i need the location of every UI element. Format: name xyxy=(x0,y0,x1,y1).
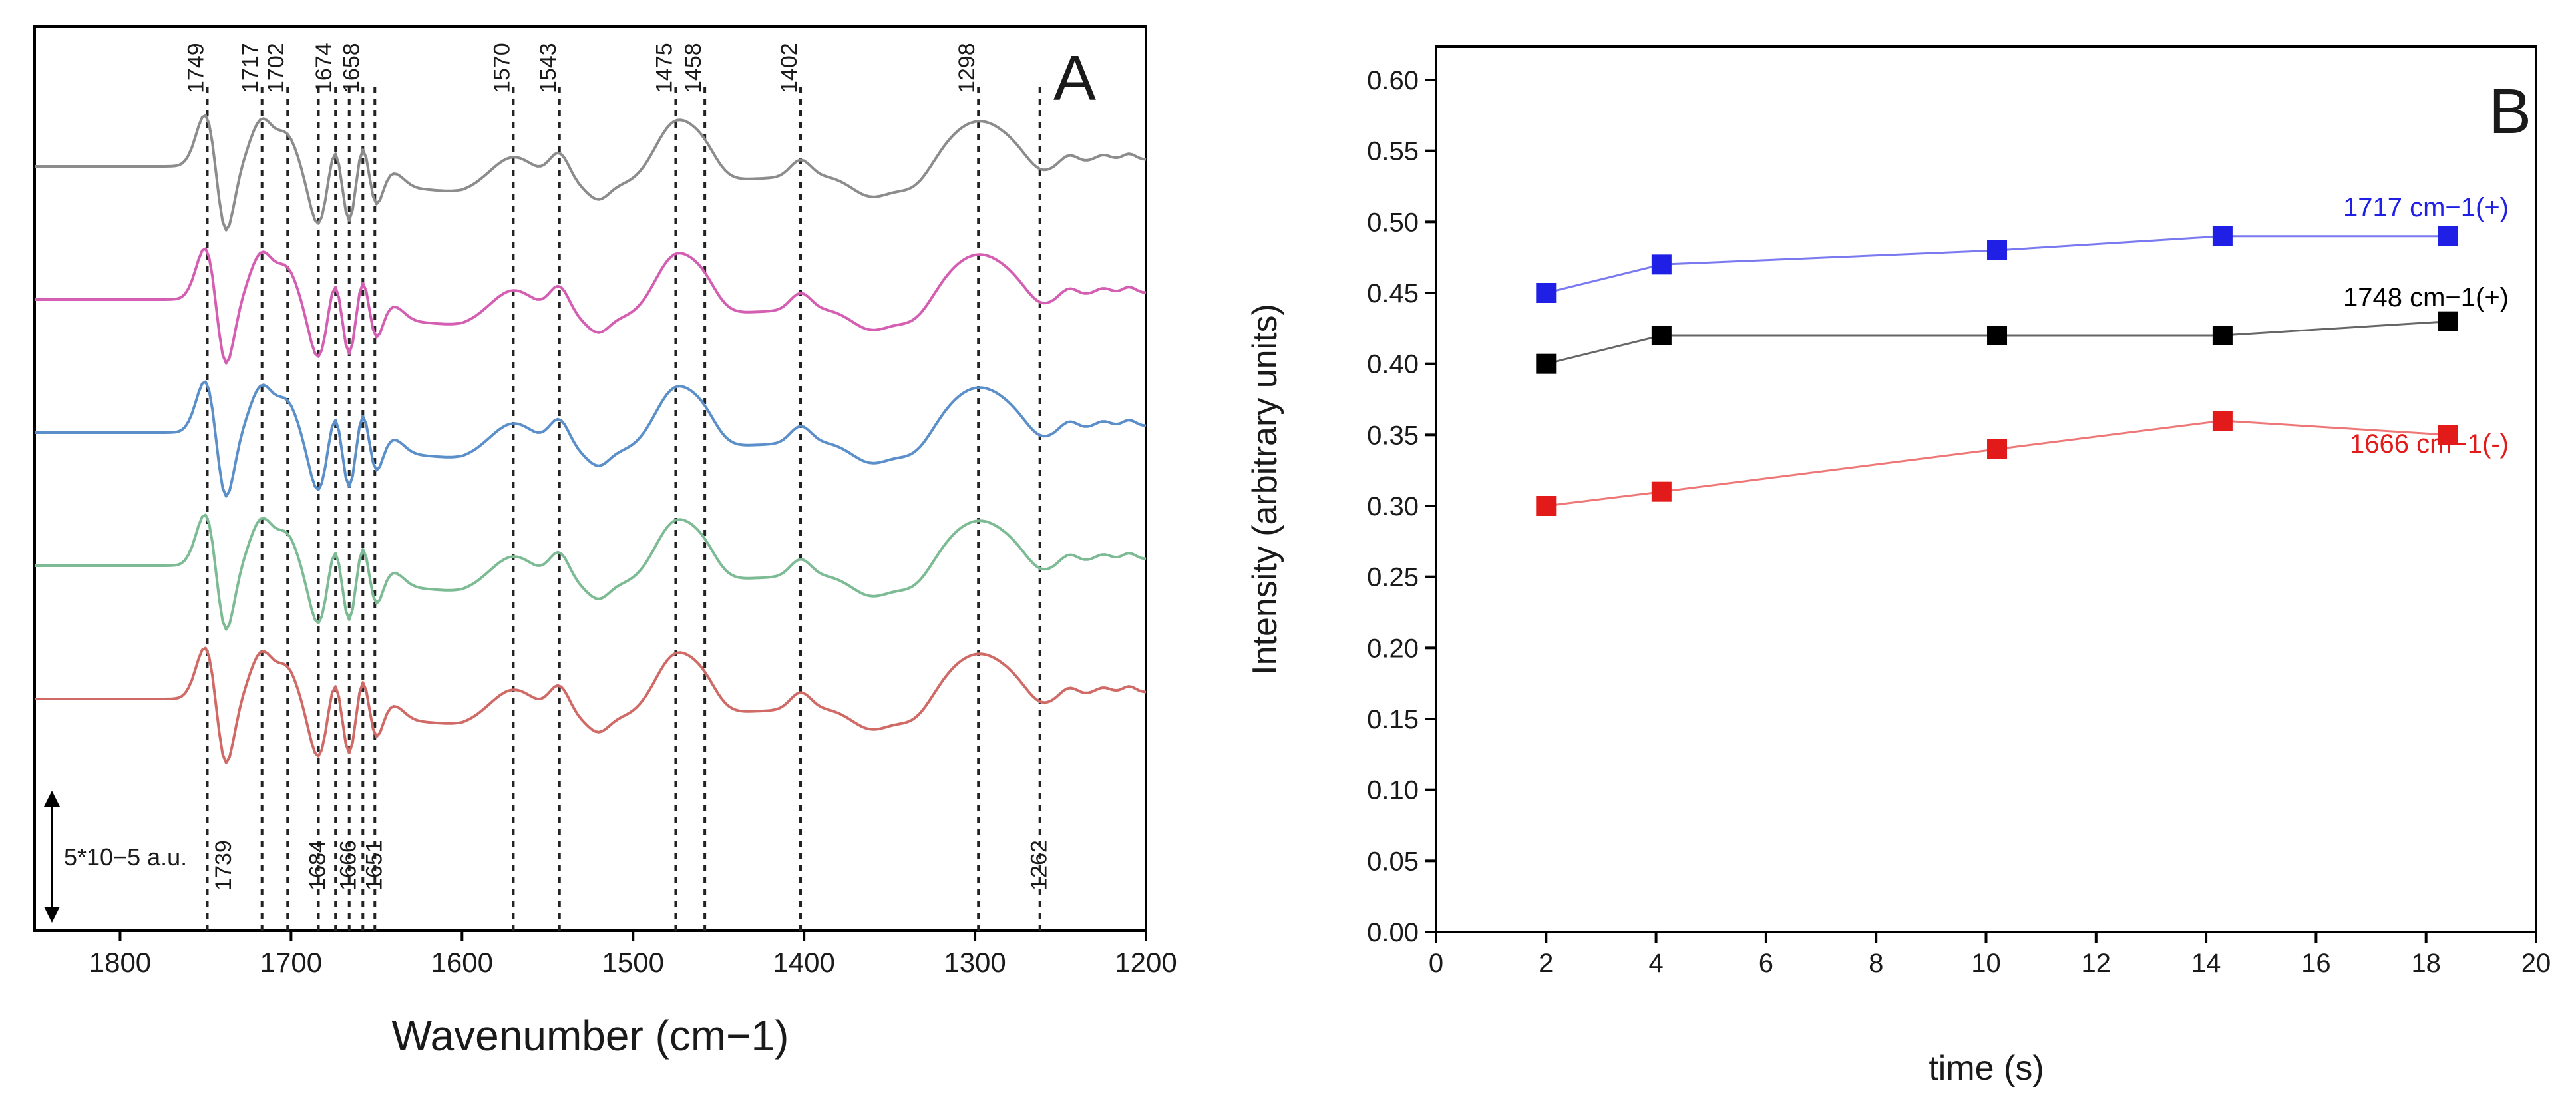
peak-label-bottom: 1739 xyxy=(211,840,236,891)
data-point xyxy=(1536,283,1557,303)
data-point xyxy=(2438,311,2458,331)
data-point xyxy=(1651,481,1672,502)
spectrum-trace-1 xyxy=(35,114,1147,232)
panel-a-spectra xyxy=(35,114,1147,764)
peak-label-top: 1543 xyxy=(536,43,561,93)
panel-b-y-tick-label: 0.60 xyxy=(1367,66,1419,95)
data-point xyxy=(1987,326,2008,345)
data-point xyxy=(1987,240,2008,260)
series-label: 1666 cm−1(-) xyxy=(2350,429,2509,459)
panel-b-y-tick-label: 0.55 xyxy=(1367,137,1419,166)
data-point xyxy=(2438,425,2458,445)
peak-label-top: 1674 xyxy=(311,43,337,93)
panel-b-y-tick-label: 0.10 xyxy=(1367,776,1419,805)
peak-label-bottom: 1666 xyxy=(336,840,361,891)
peak-label-top: 1658 xyxy=(339,43,364,93)
panel-a-x-tick-label: 1400 xyxy=(773,947,834,978)
data-point xyxy=(2212,411,2233,431)
series-label: 1748 cm−1(+) xyxy=(2343,283,2509,312)
spectrum-trace-2 xyxy=(35,247,1147,365)
panel-b-x-tick-label: 10 xyxy=(1971,949,2001,978)
peak-label-bottom: 1684 xyxy=(305,840,330,891)
panel-b-x-tick-label: 2 xyxy=(1539,949,1553,978)
peak-label-top: 1749 xyxy=(183,43,208,93)
data-point xyxy=(2438,226,2458,246)
panel-b-y-tick-label: 0.45 xyxy=(1367,279,1419,308)
panel-b-y-tick-label: 0.20 xyxy=(1367,634,1419,663)
panel-b-y-tick-label: 0.15 xyxy=(1367,705,1419,734)
panel-a-x-tick-label: 1700 xyxy=(260,947,322,978)
panel-a-x-axis-title: Wavenumber (cm−1) xyxy=(392,1012,789,1060)
series-line xyxy=(1546,419,2448,507)
panel-b-x-tick-label: 16 xyxy=(2301,949,2331,978)
panel-b-x-tick-label: 4 xyxy=(1648,949,1663,978)
peak-label-top: 1475 xyxy=(651,43,677,93)
panel-a-x-tick-label: 1500 xyxy=(602,947,664,978)
data-point xyxy=(1987,439,2008,459)
peak-label-top: 1702 xyxy=(264,43,289,93)
panel-a-x-tick-label: 1300 xyxy=(944,947,1006,978)
panel-a-label: A xyxy=(1053,43,1096,114)
panel-b-x-ticks: 0 2 4 6 8 10 12 14 16 18 20 xyxy=(1429,932,2551,978)
scale-bar-arrow-up-icon xyxy=(44,791,60,807)
panel-b-x-tick-label: 8 xyxy=(1869,949,1883,978)
panel-a-frame xyxy=(33,25,1147,932)
series-1: 1748 cm−1(+) xyxy=(1536,283,2509,374)
panel-a: 1749 1717 1702 1674 1658 1570 1543 1475 1458 1402… xyxy=(33,25,1177,1060)
panel-b-x-tick-label: 12 xyxy=(2082,949,2112,978)
panel-a-x-tick-label: 1200 xyxy=(1115,947,1177,978)
spectrum-trace-3 xyxy=(35,380,1147,498)
spectrum-trace-5 xyxy=(35,646,1147,764)
panel-b: 0.00 0.05 0.10 0.15 0.20 0.25 0.30 0.35 0.40 0.45… xyxy=(1246,45,2551,1088)
data-point xyxy=(2212,326,2233,345)
peak-label-top: 1717 xyxy=(238,43,264,93)
panel-b-x-axis-title: time (s) xyxy=(1929,1049,2044,1088)
series-0: 1717 cm−1(+) xyxy=(1536,193,2509,303)
data-point xyxy=(2212,226,2233,246)
data-point xyxy=(1536,353,1557,374)
panel-a-x-ticks: 1800 1700 1600 1500 1400 1300 1200 xyxy=(89,931,1177,978)
panel-b-x-tick-label: 18 xyxy=(2411,949,2441,978)
panel-b-x-tick-label: 20 xyxy=(2521,949,2551,978)
panel-b-y-tick-label: 0.35 xyxy=(1367,421,1419,450)
panel-b-y-tick-label: 0.25 xyxy=(1367,563,1419,592)
panel-a-peak-labels: 1749 1717 1702 1674 1658 1570 1543 1475 1458 1402… xyxy=(183,43,1051,890)
peak-label-top: 1570 xyxy=(489,43,514,93)
panel-b-y-ticks: 0.00 0.05 0.10 0.15 0.20 0.25 0.30 0.35 0.40 0.45… xyxy=(1367,66,1436,947)
peak-label-top: 1402 xyxy=(777,43,802,93)
panel-b-x-tick-label: 6 xyxy=(1759,949,1773,978)
panel-a-x-tick-label: 1800 xyxy=(89,947,151,978)
data-point xyxy=(1536,496,1557,516)
data-point xyxy=(1651,326,1672,345)
panel-b-x-tick-label: 14 xyxy=(2191,949,2221,978)
scale-bar-arrow-down-icon xyxy=(44,907,60,923)
panel-b-x-tick-label: 0 xyxy=(1429,949,1443,978)
panel-b-y-tick-label: 0.05 xyxy=(1367,847,1419,876)
panel-b-y-tick-label: 0.40 xyxy=(1367,350,1419,379)
series-2: 1666 cm−1(-) xyxy=(1536,411,2509,516)
panel-b-series: 1717 cm−1(+) 1748 cm−1(+) 1666 cm−1(-) xyxy=(1536,193,2509,516)
series-label: 1717 cm−1(+) xyxy=(2343,193,2509,222)
panel-b-frame xyxy=(1435,45,2537,933)
peak-label-bottom: 1262 xyxy=(1027,840,1052,891)
panel-b-label: B xyxy=(2489,76,2531,147)
panel-b-y-tick-label: 0.30 xyxy=(1367,492,1419,521)
scale-bar-label: 5*10−5 a.u. xyxy=(64,843,187,871)
panel-b-y-tick-label: 0.50 xyxy=(1367,208,1419,237)
panel-a-marker-lines xyxy=(206,87,1041,931)
peak-label-top: 1458 xyxy=(681,43,706,93)
panel-b-y-axis-title: Intensity (arbitrary units) xyxy=(1246,304,1284,675)
panel-b-y-tick-label: 0.00 xyxy=(1367,918,1419,947)
panel-a-x-tick-label: 1600 xyxy=(431,947,493,978)
scale-bar: 5*10−5 a.u. xyxy=(44,791,187,923)
peak-label-top: 1298 xyxy=(954,43,980,93)
data-point xyxy=(1651,254,1672,275)
peak-label-bottom: 1651 xyxy=(361,840,387,891)
spectrum-trace-4 xyxy=(35,513,1147,631)
